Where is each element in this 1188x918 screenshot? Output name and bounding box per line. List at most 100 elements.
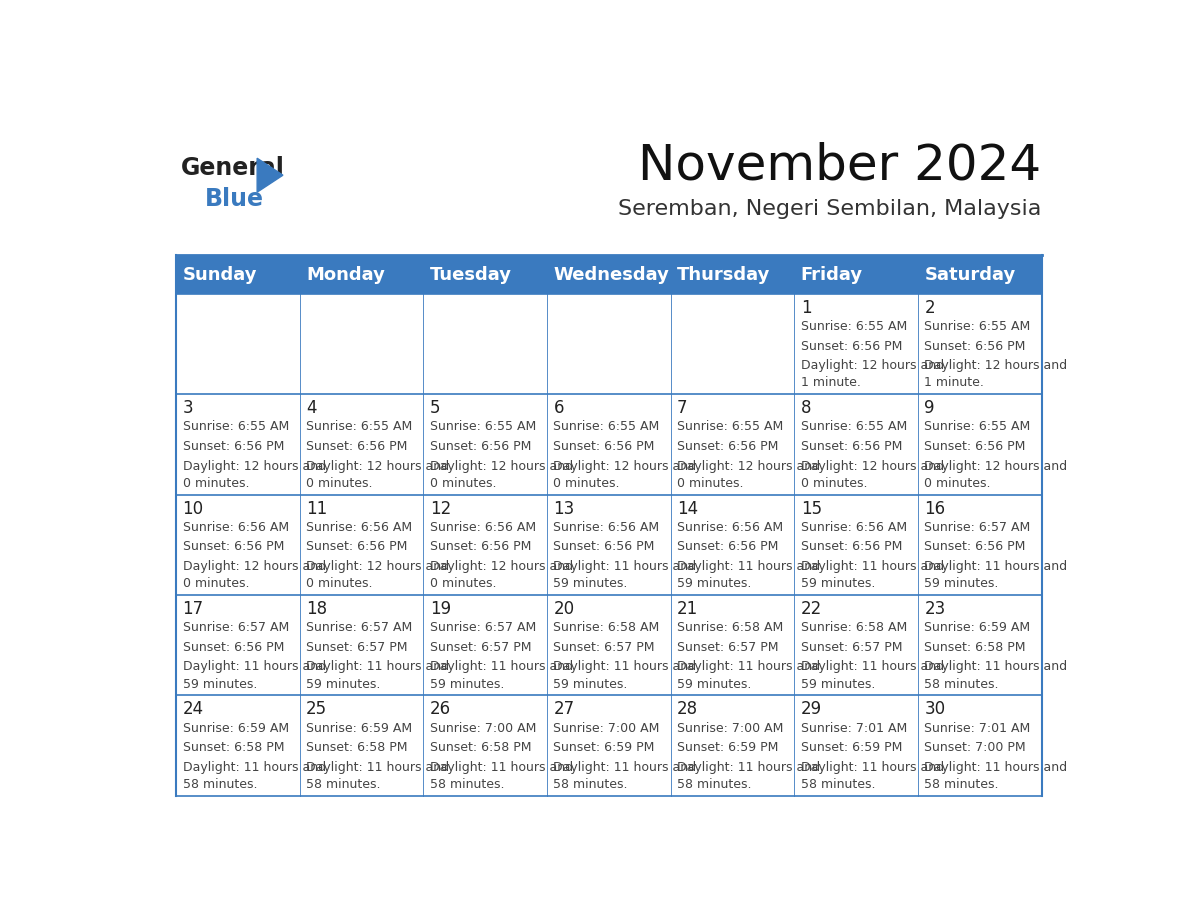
Text: Sunset: 6:56 PM: Sunset: 6:56 PM <box>554 541 655 554</box>
Text: 7: 7 <box>677 399 688 418</box>
Text: Sunset: 6:59 PM: Sunset: 6:59 PM <box>801 741 902 755</box>
Text: Sunrise: 6:56 AM: Sunrise: 6:56 AM <box>677 521 783 534</box>
Text: Sunday: Sunday <box>183 265 257 284</box>
Text: 59 minutes.: 59 minutes. <box>554 577 627 590</box>
Text: 24: 24 <box>183 700 203 719</box>
Text: Blue: Blue <box>204 186 264 210</box>
Text: Sunrise: 6:57 AM: Sunrise: 6:57 AM <box>430 621 536 634</box>
Text: Sunrise: 6:56 AM: Sunrise: 6:56 AM <box>183 521 289 534</box>
Text: 30: 30 <box>924 700 946 719</box>
Text: Seremban, Negeri Sembilan, Malaysia: Seremban, Negeri Sembilan, Malaysia <box>618 198 1042 218</box>
Text: 28: 28 <box>677 700 699 719</box>
Text: Wednesday: Wednesday <box>554 265 669 284</box>
Text: Sunrise: 6:58 AM: Sunrise: 6:58 AM <box>677 621 783 634</box>
Text: Daylight: 12 hours and: Daylight: 12 hours and <box>307 460 449 473</box>
Text: 15: 15 <box>801 499 822 518</box>
Text: Sunset: 6:58 PM: Sunset: 6:58 PM <box>924 641 1026 654</box>
Text: 59 minutes.: 59 minutes. <box>430 677 504 690</box>
Text: 25: 25 <box>307 700 328 719</box>
Text: Daylight: 12 hours and: Daylight: 12 hours and <box>430 560 573 573</box>
Bar <box>176 294 1042 796</box>
Text: Saturday: Saturday <box>924 265 1016 284</box>
Text: Sunset: 6:58 PM: Sunset: 6:58 PM <box>430 741 531 755</box>
Text: 3: 3 <box>183 399 194 418</box>
Text: Daylight: 11 hours and: Daylight: 11 hours and <box>924 560 1068 573</box>
Bar <box>176 255 1042 294</box>
Text: Sunrise: 6:57 AM: Sunrise: 6:57 AM <box>307 621 412 634</box>
Text: Daylight: 11 hours and: Daylight: 11 hours and <box>801 660 944 674</box>
Text: Daylight: 11 hours and: Daylight: 11 hours and <box>554 761 696 774</box>
Text: November 2024: November 2024 <box>638 142 1042 190</box>
Polygon shape <box>257 158 283 192</box>
Text: 13: 13 <box>554 499 575 518</box>
Text: Daylight: 11 hours and: Daylight: 11 hours and <box>554 560 696 573</box>
Text: 58 minutes.: 58 minutes. <box>183 778 257 791</box>
Text: Daylight: 12 hours and: Daylight: 12 hours and <box>183 460 326 473</box>
Text: Sunrise: 6:59 AM: Sunrise: 6:59 AM <box>183 722 289 734</box>
Text: 1 minute.: 1 minute. <box>801 376 860 389</box>
Text: Sunrise: 6:56 AM: Sunrise: 6:56 AM <box>307 521 412 534</box>
Text: Sunset: 6:56 PM: Sunset: 6:56 PM <box>924 440 1025 453</box>
Text: 1: 1 <box>801 299 811 317</box>
Text: Sunset: 6:56 PM: Sunset: 6:56 PM <box>801 440 902 453</box>
Text: 1 minute.: 1 minute. <box>924 376 985 389</box>
Text: Daylight: 11 hours and: Daylight: 11 hours and <box>677 560 820 573</box>
Text: 59 minutes.: 59 minutes. <box>677 677 752 690</box>
Text: Sunset: 6:56 PM: Sunset: 6:56 PM <box>183 440 284 453</box>
Text: Sunrise: 6:55 AM: Sunrise: 6:55 AM <box>801 420 906 433</box>
Text: Sunset: 6:57 PM: Sunset: 6:57 PM <box>307 641 407 654</box>
Text: Daylight: 11 hours and: Daylight: 11 hours and <box>924 761 1068 774</box>
Text: Sunset: 6:56 PM: Sunset: 6:56 PM <box>307 440 407 453</box>
Text: 4: 4 <box>307 399 317 418</box>
Text: Sunrise: 7:00 AM: Sunrise: 7:00 AM <box>430 722 536 734</box>
Text: Thursday: Thursday <box>677 265 771 284</box>
Text: Daylight: 12 hours and: Daylight: 12 hours and <box>924 359 1068 372</box>
Text: 58 minutes.: 58 minutes. <box>307 778 380 791</box>
Text: Sunrise: 6:57 AM: Sunrise: 6:57 AM <box>183 621 289 634</box>
Text: Sunrise: 7:01 AM: Sunrise: 7:01 AM <box>801 722 906 734</box>
Text: 8: 8 <box>801 399 811 418</box>
Text: Daylight: 11 hours and: Daylight: 11 hours and <box>677 660 820 674</box>
Text: 27: 27 <box>554 700 575 719</box>
Text: 0 minutes.: 0 minutes. <box>554 476 620 490</box>
Text: Daylight: 11 hours and: Daylight: 11 hours and <box>307 660 449 674</box>
Text: 59 minutes.: 59 minutes. <box>307 677 380 690</box>
Text: Friday: Friday <box>801 265 862 284</box>
Text: 22: 22 <box>801 600 822 618</box>
Text: 9: 9 <box>924 399 935 418</box>
Text: 58 minutes.: 58 minutes. <box>924 677 999 690</box>
Text: 59 minutes.: 59 minutes. <box>183 677 257 690</box>
Text: Sunrise: 6:59 AM: Sunrise: 6:59 AM <box>307 722 412 734</box>
Text: 58 minutes.: 58 minutes. <box>924 778 999 791</box>
Text: 59 minutes.: 59 minutes. <box>801 677 876 690</box>
Text: 6: 6 <box>554 399 564 418</box>
Text: 19: 19 <box>430 600 451 618</box>
Text: 10: 10 <box>183 499 203 518</box>
Text: Sunset: 6:56 PM: Sunset: 6:56 PM <box>924 340 1025 353</box>
Text: Monday: Monday <box>307 265 385 284</box>
Text: Sunrise: 6:56 AM: Sunrise: 6:56 AM <box>554 521 659 534</box>
Text: 23: 23 <box>924 600 946 618</box>
Text: Daylight: 12 hours and: Daylight: 12 hours and <box>183 560 326 573</box>
Text: 0 minutes.: 0 minutes. <box>430 476 497 490</box>
Text: Sunrise: 6:55 AM: Sunrise: 6:55 AM <box>801 320 906 333</box>
Text: Daylight: 11 hours and: Daylight: 11 hours and <box>801 560 944 573</box>
Text: Sunset: 6:56 PM: Sunset: 6:56 PM <box>183 641 284 654</box>
Text: 58 minutes.: 58 minutes. <box>801 778 876 791</box>
Text: Daylight: 11 hours and: Daylight: 11 hours and <box>183 761 326 774</box>
Text: Sunset: 6:56 PM: Sunset: 6:56 PM <box>801 340 902 353</box>
Text: Sunrise: 6:55 AM: Sunrise: 6:55 AM <box>307 420 412 433</box>
Text: 16: 16 <box>924 499 946 518</box>
Text: Sunset: 6:59 PM: Sunset: 6:59 PM <box>554 741 655 755</box>
Text: 26: 26 <box>430 700 451 719</box>
Text: Sunset: 6:56 PM: Sunset: 6:56 PM <box>554 440 655 453</box>
Text: Sunset: 6:56 PM: Sunset: 6:56 PM <box>924 541 1025 554</box>
Text: Sunrise: 6:56 AM: Sunrise: 6:56 AM <box>801 521 906 534</box>
Text: Sunrise: 6:55 AM: Sunrise: 6:55 AM <box>554 420 659 433</box>
Text: Sunset: 7:00 PM: Sunset: 7:00 PM <box>924 741 1026 755</box>
Text: Sunset: 6:57 PM: Sunset: 6:57 PM <box>430 641 531 654</box>
Text: Daylight: 11 hours and: Daylight: 11 hours and <box>924 660 1068 674</box>
Text: Sunset: 6:57 PM: Sunset: 6:57 PM <box>554 641 655 654</box>
Text: 0 minutes.: 0 minutes. <box>924 476 991 490</box>
Text: 5: 5 <box>430 399 441 418</box>
